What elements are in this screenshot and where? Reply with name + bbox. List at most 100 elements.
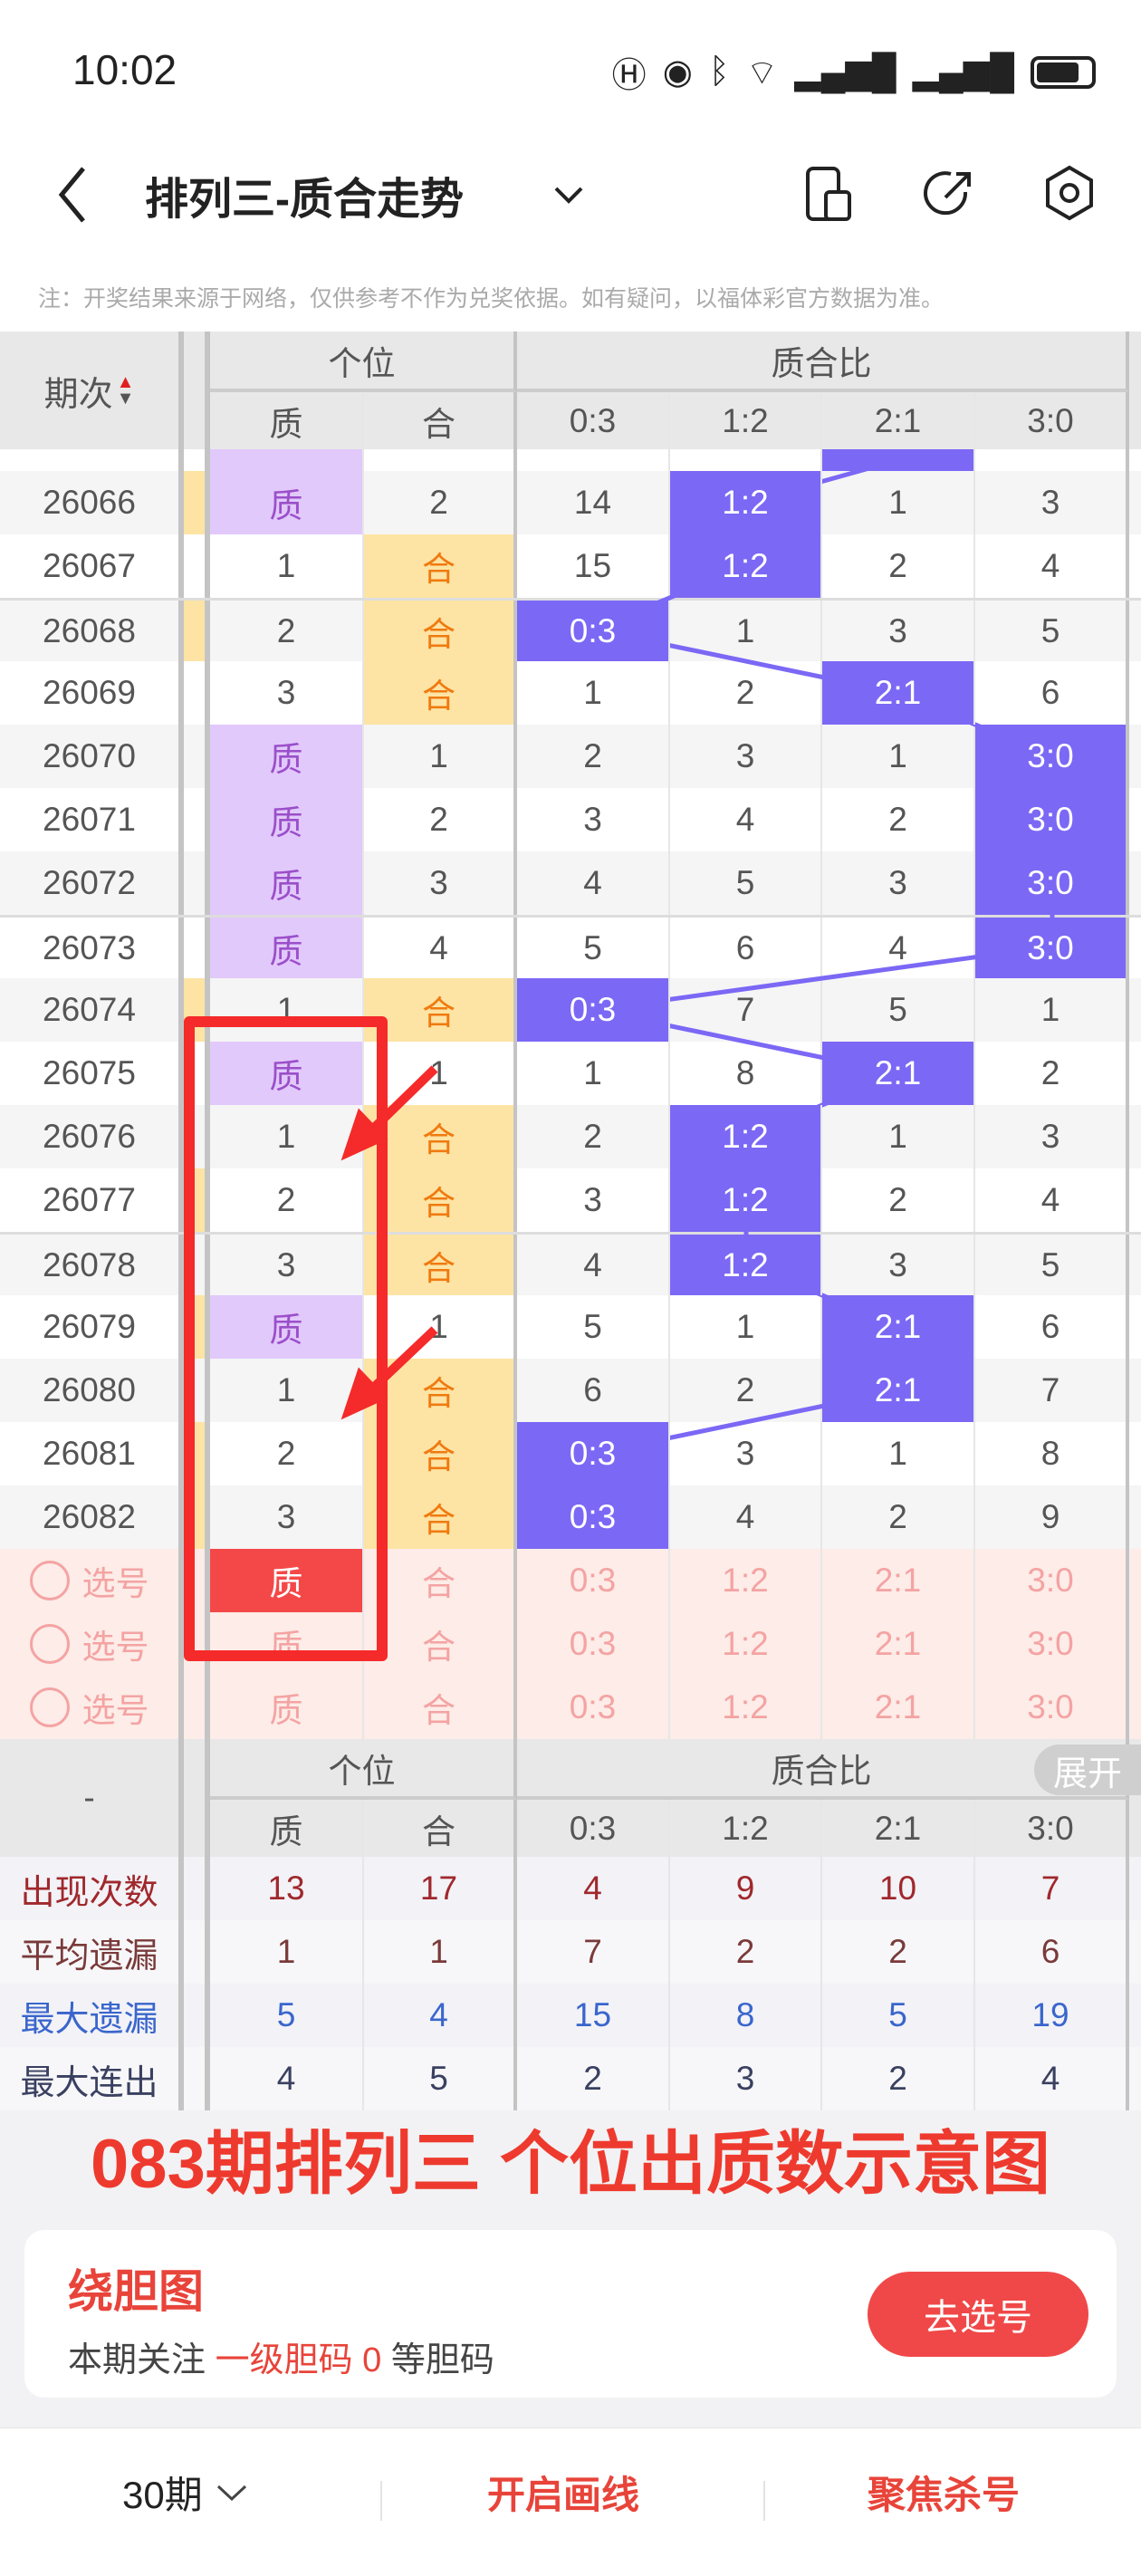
col-header: 3:0	[975, 1800, 1129, 1857]
select-option[interactable]: 0:3	[517, 1549, 670, 1612]
ratio-hit-cell: 1:2	[670, 1105, 822, 1168]
select-option[interactable]: 3:0	[975, 1676, 1129, 1739]
ratio-hit-cell: 2:1	[822, 1295, 975, 1359]
period-cell: 26082	[0, 1485, 184, 1549]
select-option[interactable]: 合	[364, 1549, 517, 1612]
share-icon[interactable]	[920, 165, 978, 223]
table-cell: 2	[670, 1359, 822, 1422]
stats-value: 5	[364, 2047, 517, 2110]
dan-highlight: 一级胆码 0	[215, 2341, 382, 2379]
table-row: 26077 2 合 3 1:2 2 4	[0, 1168, 1141, 1232]
radio-icon[interactable]	[29, 1687, 70, 1727]
marker-strip	[184, 1549, 210, 1612]
table-cell: 2	[822, 1485, 975, 1549]
row-tail	[1129, 1359, 1141, 1422]
row-tail	[1129, 534, 1141, 598]
disclaimer: 注：开奖结果来源于网络，仅供参考不作为兑奖依据。如有疑问，以福体彩官方数据为准。	[0, 263, 1141, 332]
marker-strip	[184, 1857, 210, 1920]
table-cell: 2	[670, 661, 822, 725]
table-cell: 合	[364, 661, 517, 725]
table-cell: 2	[517, 725, 670, 788]
table-row: 26081 2 合 0:3 3 1 8	[0, 1422, 1141, 1485]
select-option[interactable]: 3:0	[975, 1612, 1129, 1676]
focus-kill-button[interactable]: 聚焦杀号	[868, 2474, 1021, 2516]
col-header: 0:3	[517, 392, 670, 449]
period-select[interactable]: 30期	[122, 2465, 248, 2520]
row-tail	[1129, 978, 1141, 1042]
period-cell: 26074	[0, 978, 184, 1042]
select-option[interactable]: 合	[364, 1612, 517, 1676]
table-row: 26076 1 合 2 1:2 1 3	[0, 1105, 1141, 1168]
stats-value: 3	[670, 2047, 822, 2110]
table-cell: 3	[210, 661, 364, 725]
table-row: 26079 质 1 5 1 2:1 6	[0, 1295, 1141, 1359]
nav-bar: 排列三-质合走势	[0, 136, 1141, 263]
table-cell: 3	[210, 1235, 364, 1295]
select-option[interactable]: 1:2	[670, 1676, 822, 1739]
status-bar: 10:02 Ⓗ ◉ ᛒ ⌔ ▂▄▆█ ▂▄▆█	[0, 0, 1141, 136]
radio-icon[interactable]	[29, 1624, 70, 1664]
hd-icon: Ⓗ	[611, 57, 647, 95]
table-cell: 2	[364, 471, 517, 534]
select-option[interactable]: 2:1	[822, 1612, 975, 1676]
stats-row: 出现次数 13 17 4 9 10 7	[0, 1857, 1141, 1920]
table-cell: 合	[364, 601, 517, 661]
go-select-button[interactable]: 去选号	[868, 2272, 1088, 2357]
row-tail	[1129, 1295, 1141, 1359]
select-option[interactable]: 1:2	[670, 1612, 822, 1676]
period-cell: 26079	[0, 1295, 184, 1359]
select-label[interactable]: 选号	[0, 1549, 184, 1612]
table-cell: 8	[670, 1042, 822, 1105]
select-option[interactable]: 0:3	[517, 1612, 670, 1676]
table-cell: 1	[975, 978, 1129, 1042]
stats-row: 平均遗漏 1 1 7 2 2 6	[0, 1920, 1141, 1984]
draw-line-button[interactable]: 开启画线	[487, 2474, 640, 2516]
stats-value: 5	[822, 1984, 975, 2047]
chevron-down-icon[interactable]	[552, 181, 585, 208]
select-label[interactable]: 选号	[0, 1612, 184, 1676]
select-option[interactable]: 0:3	[517, 1676, 670, 1739]
page-title[interactable]: 排列三-质合走势	[145, 176, 464, 224]
period-cell: 26069	[0, 661, 184, 725]
select-option[interactable]: 质	[210, 1549, 364, 1612]
select-label[interactable]: 选号	[0, 1676, 184, 1739]
table-cell: 4	[364, 918, 517, 978]
period-header[interactable]: 期次 ▲ ▼	[0, 332, 184, 449]
period-cell: 26070	[0, 725, 184, 788]
eye-icon: ◉	[662, 53, 693, 91]
ratio-hit-cell: 3:0	[975, 918, 1129, 978]
expand-button[interactable]: 展开	[1034, 1745, 1141, 1795]
select-option[interactable]: 1:2	[670, 1549, 822, 1612]
settings-hexagon-icon[interactable]	[1040, 163, 1099, 223]
select-option[interactable]: 合	[364, 1676, 517, 1739]
marker-strip	[184, 1105, 210, 1168]
ratio-hit-cell: 1:2	[670, 471, 822, 534]
ratio-hit-cell: 3:0	[975, 788, 1129, 851]
select-option[interactable]: 2:1	[822, 1676, 975, 1739]
table-cell: 质	[210, 918, 364, 978]
table-cell: 合	[364, 1168, 517, 1232]
phone-split-icon[interactable]	[804, 165, 855, 225]
col-header: 合	[364, 1800, 517, 1857]
select-option[interactable]: 3:0	[975, 1549, 1129, 1612]
table-cell: 5	[517, 1295, 670, 1359]
bluetooth-icon: ᛒ	[708, 53, 730, 91]
table-cell: 2	[210, 1168, 364, 1232]
table-row: 26074 1 合 0:3 7 5 1	[0, 978, 1141, 1042]
radio-icon[interactable]	[29, 1561, 70, 1600]
sort-icon: ▲ ▼	[116, 372, 135, 409]
stats-value: 2	[822, 1920, 975, 1984]
table-cell: 1	[210, 534, 364, 598]
marker-strip	[184, 1676, 210, 1739]
select-option[interactable]: 2:1	[822, 1549, 975, 1612]
ratio-hit-cell: 0:3	[517, 978, 670, 1042]
stats-value: 6	[975, 1920, 1129, 1984]
back-icon[interactable]	[54, 163, 91, 226]
select-option[interactable]: 质	[210, 1676, 364, 1739]
stats-value: 4	[210, 2047, 364, 2110]
ratio-hit-cell: 1:2	[670, 1235, 822, 1295]
table-cell: 1	[822, 1422, 975, 1485]
table-cell: 15	[517, 534, 670, 598]
row-tail	[1129, 918, 1141, 978]
stats-value: 5	[210, 1984, 364, 2047]
